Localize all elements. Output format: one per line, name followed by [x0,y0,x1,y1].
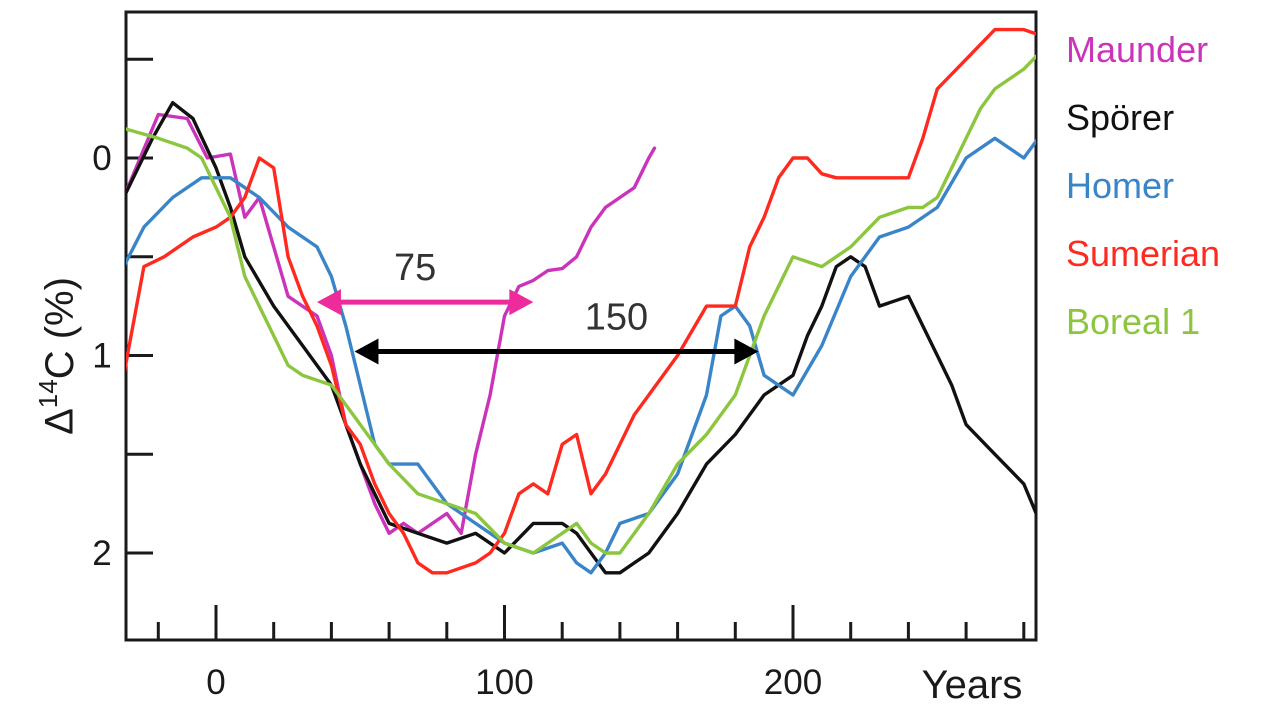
legend: Maunder Spörer Homer Sumerian Boreal 1 [1066,29,1220,342]
arrow-head-left [354,338,379,365]
interval-arrow-150: 150 [354,297,759,365]
legend-entry-homer: Homer [1066,165,1174,206]
series-line-homer [126,136,1036,575]
series-layer [126,27,1036,575]
interval-arrow-75: 75 [316,247,534,316]
x-axis-ticks [156,605,1026,640]
x-axis-tick-labels: 0 100 200 [206,663,822,702]
plot-frame [124,10,1038,642]
series-line-maunder [126,112,657,535]
x-tick-label: 100 [475,663,533,702]
x-tick-label: 200 [764,663,822,702]
y-tick-label: 1 [92,337,111,376]
arrow-head-left [316,289,341,316]
arrow-head-right [734,338,759,365]
series-line-sumerian [126,27,1036,575]
arrow-head-right [509,289,534,316]
arrow-label-75: 75 [394,247,436,289]
y-tick-label: 0 [92,139,111,178]
annotation-layer: 75 150 [316,247,759,365]
series-line-sp-rer [126,100,1036,575]
legend-entry-boreal-1: Boreal 1 [1066,301,1200,342]
y-axis-tick-labels: 0 1 2 [92,139,111,573]
legend-entry-maunder: Maunder [1066,29,1208,70]
y-tick-label: 2 [92,534,111,573]
x-tick-label: 0 [206,663,225,702]
x-axis-title: Years [922,663,1023,706]
y-axis-title: Δ14C (%) [33,277,82,435]
arrow-label-150: 150 [585,297,648,339]
legend-entry-sp-rer: Spörer [1066,97,1174,138]
legend-entry-sumerian: Sumerian [1066,233,1220,274]
series-line-boreal-1 [126,54,1036,555]
